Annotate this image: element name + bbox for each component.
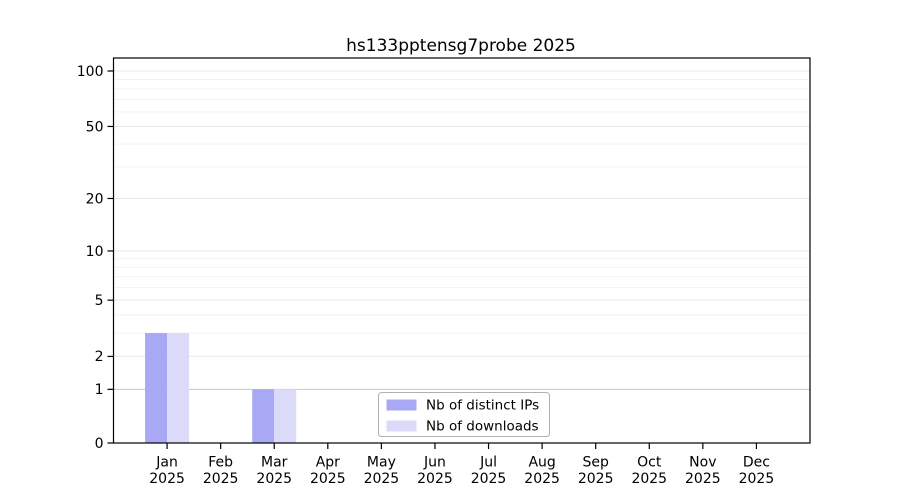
x-tick-label-year: 2025 [256,471,292,487]
x-tick-label-year: 2025 [739,471,775,487]
bar-nb-of-downloads [274,389,297,443]
x-tick-label-year: 2025 [631,471,667,487]
x-tick-label-month: Jun [423,455,446,471]
x-tick-label-year: 2025 [471,471,507,487]
x-tick-label-month: Jan [155,455,178,471]
x-tick-label-year: 2025 [524,471,560,487]
legend-box [378,392,550,437]
y-tick-label: 0 [95,436,104,452]
bar-nb-of-distinct-ips [145,333,168,443]
x-tick-label-month: Oct [637,455,662,471]
y-tick-label: 5 [95,293,104,309]
x-tick-label-month: Feb [208,455,233,471]
y-tick-label: 50 [86,119,104,135]
x-tick-label-year: 2025 [310,471,346,487]
x-tick-label-month: Jul [479,455,497,471]
legend-swatch [386,399,417,411]
legend-label: Nb of downloads [426,419,539,435]
x-tick-label-month: Aug [528,455,555,471]
chart-title: hs133pptensg7probe 2025 [346,36,576,56]
y-tick-label: 20 [86,191,104,207]
y-tick-label: 1 [95,382,104,398]
x-tick-label-month: May [367,455,396,471]
y-tick-label: 100 [77,64,104,80]
legend-swatch [386,420,417,432]
x-tick-label-month: Sep [582,455,609,471]
x-tick-label-year: 2025 [578,471,614,487]
x-tick-label-month: Dec [743,455,770,471]
x-tick-label-year: 2025 [203,471,239,487]
x-tick-label-year: 2025 [685,471,721,487]
x-tick-label-year: 2025 [149,471,185,487]
bar-nb-of-downloads [167,333,190,443]
x-tick-label-year: 2025 [417,471,453,487]
x-tick-label-month: Apr [316,455,340,471]
y-tick-label: 2 [95,349,104,365]
x-tick-label-year: 2025 [364,471,400,487]
legend-label: Nb of distinct IPs [426,398,539,414]
y-tick-label: 10 [86,244,104,260]
x-tick-label-month: Mar [261,455,288,471]
x-tick-label-month: Nov [689,455,716,471]
bar-nb-of-distinct-ips [252,389,275,443]
